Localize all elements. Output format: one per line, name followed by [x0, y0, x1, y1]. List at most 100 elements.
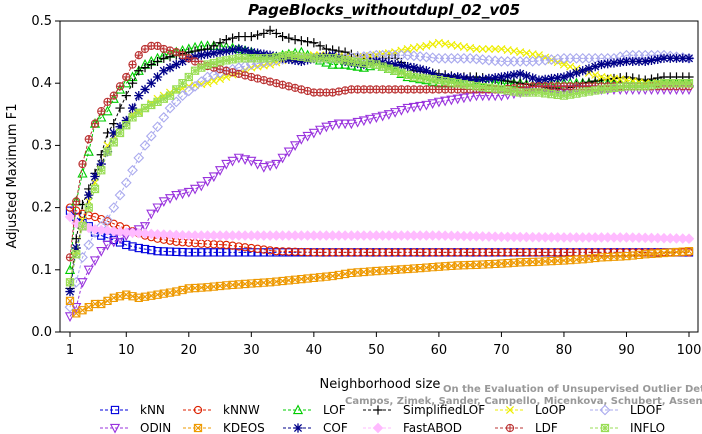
point-fastabod	[95, 224, 107, 236]
legend-label: kNN	[140, 403, 165, 417]
point-knnw	[528, 248, 537, 257]
point-lof	[102, 105, 113, 116]
legend-marker	[109, 423, 121, 434]
point-simplifiedlof	[259, 28, 269, 39]
point-knnw	[591, 248, 600, 257]
legend-label: ODIN	[140, 421, 171, 434]
point-cof	[509, 70, 519, 80]
point-odin	[358, 116, 369, 127]
point-loop	[497, 44, 506, 54]
point-knnw	[428, 248, 437, 257]
point-knnw	[559, 248, 569, 257]
point-knn	[209, 248, 218, 257]
point-loop	[222, 72, 231, 82]
point-loop	[509, 47, 518, 56]
x-tick-label: 10	[118, 343, 135, 358]
legend-item-loop: LoOP	[495, 403, 566, 417]
point-inflo	[190, 66, 200, 75]
point-knnw	[297, 247, 306, 257]
legend-label: LDF	[535, 421, 558, 434]
legend-marker	[599, 404, 611, 416]
point-simplifiedlof	[221, 35, 231, 45]
point-ldof	[114, 189, 126, 201]
point-knnw	[234, 242, 243, 251]
point-inflo	[378, 62, 387, 71]
point-inflo	[134, 108, 143, 117]
point-ldof	[127, 164, 138, 176]
point-cof	[553, 73, 563, 83]
point-odin	[433, 97, 445, 108]
point-cof	[396, 60, 406, 71]
point-cof	[96, 159, 106, 169]
point-knnw	[422, 248, 431, 257]
point-ldf	[103, 97, 112, 106]
point-lof	[415, 73, 426, 84]
point-cof	[515, 69, 525, 79]
point-cof	[290, 55, 300, 65]
point-ldof	[133, 152, 145, 164]
series-line-cof	[69, 48, 689, 292]
point-cof	[478, 74, 488, 84]
point-cof	[421, 66, 431, 76]
point-cof	[390, 59, 400, 70]
point-fastabod	[683, 233, 695, 245]
point-cof	[490, 73, 500, 83]
point-knnw	[328, 248, 337, 257]
point-ldof	[139, 140, 151, 151]
point-loop	[422, 41, 431, 50]
point-loop	[478, 44, 487, 54]
point-cof	[653, 54, 663, 64]
point-simplifiedlof	[227, 33, 238, 43]
point-simplifiedlof	[290, 35, 300, 45]
x-tick-label: 60	[431, 343, 448, 358]
x-tick-label: 40	[306, 343, 323, 358]
point-cof	[646, 55, 657, 65]
y-tick-label: 0.4	[31, 76, 52, 91]
point-fastabod	[64, 211, 76, 223]
point-knnw	[284, 247, 293, 256]
legend-item-knnw: kNNW	[183, 403, 260, 417]
point-cof	[84, 190, 94, 200]
point-knnw	[603, 248, 612, 257]
point-ldof	[108, 202, 120, 213]
point-knn	[178, 247, 187, 257]
point-cof	[190, 52, 200, 62]
point-inflo	[265, 54, 275, 63]
point-cof	[252, 48, 263, 58]
point-knnw	[509, 248, 519, 257]
point-cof	[428, 69, 438, 79]
point-odin	[214, 166, 226, 176]
point-inflo	[128, 113, 137, 122]
point-knn	[128, 242, 137, 251]
point-ldof	[83, 239, 95, 251]
point-inflo	[140, 103, 150, 113]
point-knnw	[340, 248, 350, 257]
point-knnw	[441, 248, 450, 257]
point-knnw	[584, 248, 594, 257]
point-odin	[233, 153, 244, 164]
point-odin	[158, 197, 169, 207]
point-knn	[197, 248, 206, 257]
x-tick-label: 1	[66, 343, 74, 358]
point-loop	[559, 60, 568, 69]
point-inflo	[597, 85, 606, 94]
point-ldf	[134, 51, 143, 60]
point-cof	[221, 46, 231, 56]
point-knn	[234, 248, 243, 257]
point-loop	[453, 41, 462, 50]
point-odin	[71, 302, 82, 313]
point-knn	[147, 245, 156, 255]
point-loop	[503, 46, 512, 55]
point-inflo	[172, 85, 181, 94]
point-simplifiedlof	[265, 25, 275, 35]
point-odin	[377, 111, 388, 122]
point-cof	[453, 72, 463, 82]
point-inflo	[584, 87, 594, 96]
point-odin	[108, 237, 119, 248]
point-inflo	[184, 72, 193, 82]
point-odin	[321, 122, 332, 133]
point-simplifiedlof	[309, 38, 319, 48]
point-cof	[296, 56, 306, 67]
point-ldf	[128, 60, 137, 69]
